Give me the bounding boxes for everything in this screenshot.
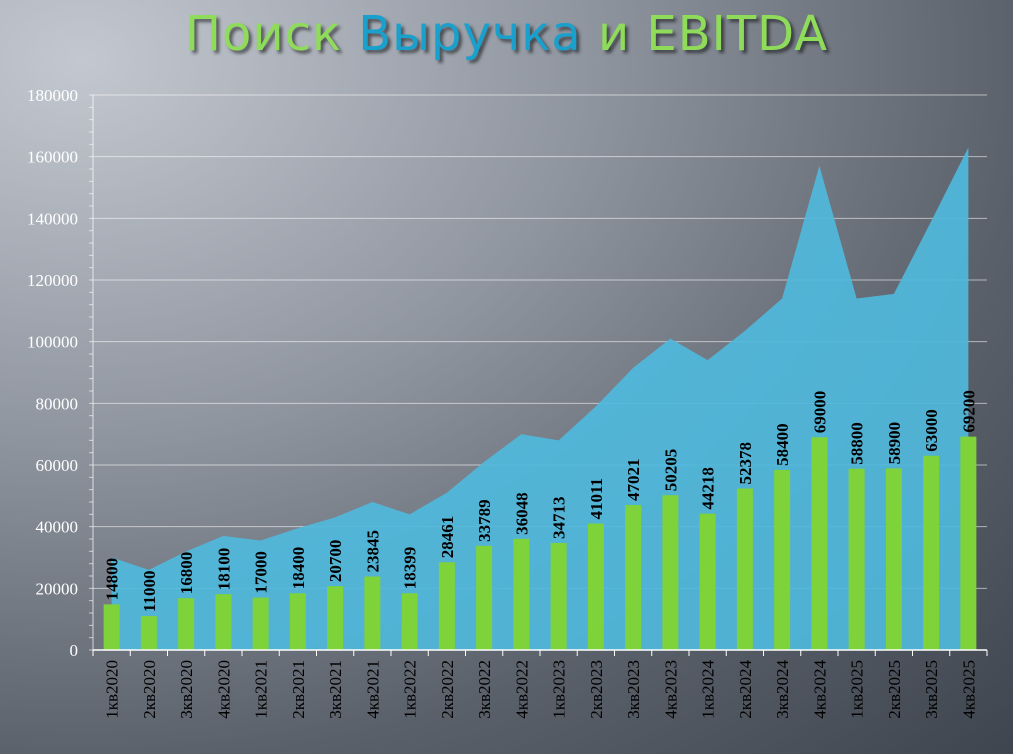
y-tick-label: 80000 <box>36 394 79 413</box>
data-labels: 14800 11000 16800 18100 17000 18400 20700 23845… <box>103 390 979 612</box>
bar-data-label: 23845 <box>363 530 382 573</box>
revenue-area-series <box>111 147 969 650</box>
bar-data-label: 58800 <box>848 422 867 465</box>
ebitda-bar <box>438 562 455 650</box>
x-tick-label: 2кв2022 <box>438 660 457 719</box>
x-tick-label: 1кв2023 <box>550 660 569 719</box>
bar-data-label: 18400 <box>289 547 308 590</box>
x-tick-label: 3кв2021 <box>326 660 345 719</box>
x-tick-label: 2кв2020 <box>140 660 159 719</box>
x-tick-label: 1кв2020 <box>103 660 122 719</box>
bar-data-label: 58900 <box>885 422 904 465</box>
bar-data-label: 17000 <box>252 551 271 594</box>
bar-data-label: 18100 <box>214 548 233 591</box>
x-tick-label: 3кв2023 <box>624 660 643 719</box>
x-tick-label: 2кв2023 <box>587 660 606 719</box>
ebitda-bar <box>103 604 120 650</box>
title-part-2: Выручка <box>358 6 582 62</box>
bar-data-label: 36048 <box>512 492 531 535</box>
bar-data-label: 41011 <box>587 478 606 520</box>
ebitda-bar <box>960 436 977 650</box>
x-tick-label: 4кв2021 <box>363 660 382 719</box>
bar-data-label: 69000 <box>810 391 829 434</box>
ebitda-bar <box>327 586 344 650</box>
chart-title: Поиск Выручка и EBITDA <box>0 6 1013 62</box>
x-tick-label: 1кв2021 <box>252 660 271 719</box>
ebitda-bar <box>699 513 716 650</box>
x-tick-label: 2кв2021 <box>289 660 308 719</box>
bar-data-label: 58400 <box>773 423 792 466</box>
x-tick-label: 1кв2025 <box>848 660 867 719</box>
bar-data-label: 47021 <box>624 459 643 502</box>
x-tick-label: 2кв2024 <box>736 660 755 719</box>
ebitda-bar <box>364 576 381 650</box>
bar-data-label: 18399 <box>401 547 420 590</box>
bar-data-label: 34713 <box>550 496 569 539</box>
x-tick-label: 4кв2023 <box>661 660 680 719</box>
bar-data-label: 50205 <box>661 449 680 492</box>
x-tick-label: 4кв2024 <box>810 660 829 719</box>
bar-data-label: 63000 <box>922 409 941 452</box>
bar-data-label: 16800 <box>177 552 196 595</box>
y-tick-label: 120000 <box>27 271 78 290</box>
ebitda-bar <box>289 593 306 650</box>
ebitda-bar <box>811 437 828 650</box>
revenue-area <box>111 147 969 650</box>
x-tick-label: 3кв2022 <box>475 660 494 719</box>
title-part-1: Поиск <box>184 6 342 62</box>
ebitda-bar <box>513 538 530 650</box>
x-tick-label: 3кв2020 <box>177 660 196 719</box>
ebitda-bar <box>550 542 567 650</box>
y-tick-label: 180000 <box>27 86 78 105</box>
x-tick-label: 1кв2024 <box>699 660 718 719</box>
y-tick-label: 0 <box>70 641 79 660</box>
y-tick-label: 20000 <box>36 579 79 598</box>
ebitda-bar <box>140 616 157 650</box>
ebitda-bar <box>252 597 269 650</box>
bar-data-label: 33789 <box>475 499 494 542</box>
ebitda-bar <box>848 468 865 650</box>
x-tick-label: 2кв2025 <box>885 660 904 719</box>
x-tick-label: 3кв2024 <box>773 660 792 719</box>
bar-data-label: 28461 <box>438 516 457 559</box>
x-tick-label: 3кв2025 <box>922 660 941 719</box>
y-tick-label: 60000 <box>36 456 79 475</box>
x-tick-label: 4кв2025 <box>959 660 978 719</box>
ebitda-bar <box>662 495 679 650</box>
bar-data-label: 44218 <box>699 467 718 510</box>
bar-data-label: 14800 <box>103 558 122 601</box>
ebitda-bar <box>625 505 642 650</box>
bar-data-label: 69200 <box>959 390 978 433</box>
ebitda-bar <box>401 593 418 650</box>
ebitda-bar <box>178 598 195 650</box>
ebitda-bar <box>215 594 232 650</box>
ebitda-bar <box>587 523 604 650</box>
ebitda-bar <box>736 488 753 650</box>
ebitda-bar <box>923 455 940 650</box>
y-tick-label: 160000 <box>27 148 78 167</box>
bar-data-label: 11000 <box>140 571 159 613</box>
ebitda-bar <box>476 545 493 650</box>
ebitda-bar <box>774 469 791 650</box>
ebitda-bar <box>885 468 902 650</box>
x-tick-label: 1кв2022 <box>401 660 420 719</box>
y-tick-label: 40000 <box>36 518 79 537</box>
x-tick-label: 4кв2020 <box>214 660 233 719</box>
title-part-3: и EBITDA <box>597 6 829 62</box>
ebitda-bar-series <box>103 436 977 650</box>
bar-data-label: 52378 <box>736 442 755 485</box>
x-tick-label: 4кв2022 <box>512 660 531 719</box>
axes: 0 20000 40000 60000 80000 100000 120000 140000 1… <box>27 86 988 719</box>
y-tick-label: 140000 <box>27 209 78 228</box>
bar-data-label: 20700 <box>326 540 345 583</box>
y-tick-label: 100000 <box>27 333 78 352</box>
